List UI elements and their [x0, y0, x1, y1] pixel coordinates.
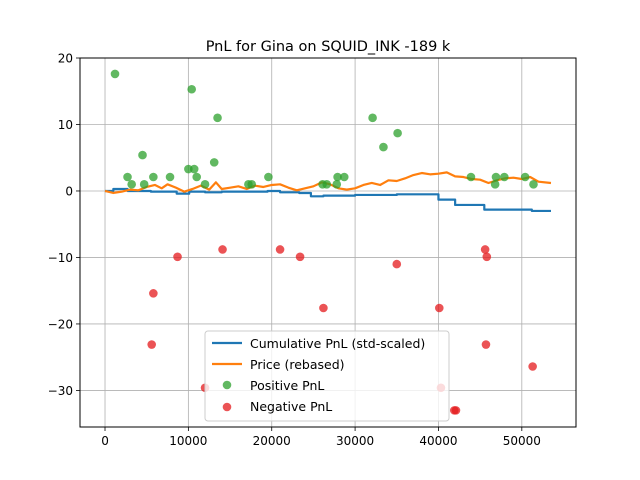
point-positive-pnl — [379, 142, 388, 152]
point-positive-pnl — [264, 172, 273, 182]
legend-marker-positive-pnl — [222, 380, 232, 390]
point-positive-pnl — [139, 180, 149, 189]
y-tick-label: −30 — [48, 384, 73, 398]
point-positive-pnl — [333, 172, 342, 182]
point-positive-pnl — [200, 180, 210, 189]
point-positive-pnl — [529, 180, 538, 189]
x-tick-label: 0 — [101, 434, 109, 448]
x-tick-label: 10000 — [169, 434, 207, 448]
point-positive-pnl — [322, 180, 332, 189]
point-positive-pnl — [490, 180, 500, 189]
x-axis-ticks: 0 10000 20000 30000 40000 50000 — [101, 427, 541, 448]
point-positive-pnl — [187, 84, 196, 94]
x-tick-label: 50000 — [503, 434, 541, 448]
x-tick-label: 20000 — [253, 434, 291, 448]
point-positive-pnl — [247, 180, 257, 189]
y-tick-label: −10 — [48, 251, 73, 265]
point-negative-pnl — [319, 303, 328, 313]
point-negative-pnl — [295, 252, 305, 262]
point-positive-pnl — [209, 158, 219, 167]
legend-marker-negative-pnl — [222, 402, 232, 412]
point-positive-pnl — [165, 172, 175, 182]
point-negative-pnl — [482, 252, 492, 262]
point-positive-pnl — [368, 113, 377, 123]
point-positive-pnl — [138, 150, 147, 160]
y-tick-label: 0 — [65, 184, 73, 198]
point-positive-pnl — [339, 172, 349, 182]
point-negative-pnl — [149, 289, 158, 298]
point-negative-pnl — [173, 252, 182, 262]
point-negative-pnl — [434, 303, 444, 313]
point-positive-pnl — [189, 164, 199, 174]
point-positive-pnl — [332, 180, 342, 189]
legend-label-negative-pnl: Negative PnL — [250, 399, 332, 414]
x-tick-label: 40000 — [419, 434, 457, 448]
y-axis-ticks: 20 10 0 −10 −20 −30 — [48, 52, 80, 398]
axes-frame — [79, 57, 577, 428]
y-tick-label: −20 — [48, 317, 73, 331]
point-positive-pnl — [192, 172, 202, 182]
point-positive-pnl — [491, 172, 501, 182]
y-tick-label: 10 — [58, 118, 73, 132]
point-negative-pnl — [275, 245, 285, 254]
series-line-cumulative-pnl-std-scaled — [105, 187, 551, 213]
x-tick-label: 30000 — [336, 434, 374, 448]
point-positive-pnl — [149, 172, 158, 182]
point-negative-pnl — [147, 340, 156, 349]
point-positive-pnl — [393, 128, 402, 138]
point-negative-pnl — [528, 362, 537, 371]
point-negative-pnl — [218, 245, 227, 254]
legend-label-positive-pnl: Positive PnL — [250, 378, 324, 393]
point-negative-pnl — [392, 259, 402, 269]
chart-title: PnL for Gina on SQUID_INK -189 k — [206, 39, 451, 55]
point-negative-pnl — [451, 406, 461, 415]
point-positive-pnl — [123, 172, 132, 182]
point-positive-pnl — [127, 180, 136, 189]
legend: Cumulative PnL (std-scaled) Price (rebas… — [204, 330, 450, 422]
point-positive-pnl — [110, 69, 120, 79]
point-negative-pnl — [480, 245, 490, 254]
point-positive-pnl — [520, 172, 530, 182]
legend-box — [204, 330, 450, 422]
legend-label-price: Price (rebased) — [250, 357, 345, 372]
y-tick-label: 20 — [58, 52, 73, 66]
point-positive-pnl — [213, 113, 222, 123]
point-negative-pnl — [481, 340, 491, 349]
point-positive-pnl — [466, 172, 476, 182]
legend-label-cumulative-pnl: Cumulative PnL (std-scaled) — [250, 336, 425, 351]
point-positive-pnl — [500, 172, 509, 182]
